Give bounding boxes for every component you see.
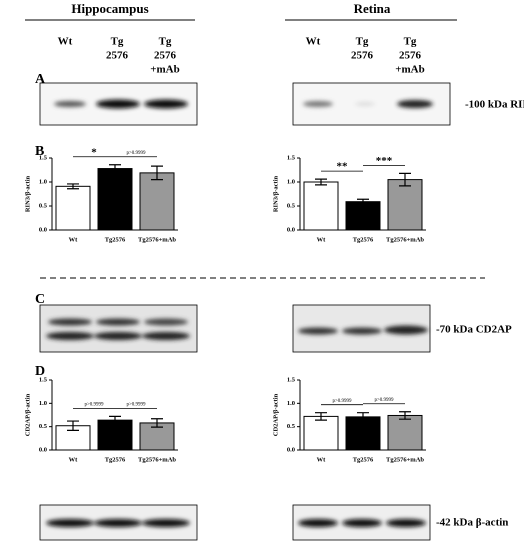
y-tick-label: 0.0 bbox=[39, 446, 47, 453]
lane-label: +mAb bbox=[395, 64, 425, 76]
lane-label: 2576 bbox=[154, 50, 177, 62]
bar bbox=[139, 172, 175, 231]
x-tick-label: Wt bbox=[69, 236, 79, 243]
blot bbox=[292, 304, 431, 353]
error-bar bbox=[67, 420, 79, 431]
lane-label: +mAb bbox=[150, 64, 180, 76]
x-tick-label: Tg2576+mAb bbox=[386, 236, 424, 243]
lane-label: 2576 bbox=[106, 50, 129, 62]
y-tick-label: 1.0 bbox=[287, 178, 295, 185]
bar bbox=[55, 185, 91, 231]
bar bbox=[303, 415, 339, 451]
x-tick-label: Tg2576+mAb bbox=[138, 236, 176, 243]
bar bbox=[97, 168, 133, 231]
blot-label: -100 kDa RIN3 bbox=[465, 99, 524, 111]
bar bbox=[345, 201, 381, 231]
significance-label: p>0.9999 bbox=[84, 403, 104, 408]
error-bar bbox=[399, 411, 411, 420]
x-tick-label: Tg2576 bbox=[353, 236, 374, 243]
lane-label: 2576 bbox=[351, 50, 374, 62]
y-tick-label: 0.5 bbox=[39, 202, 48, 209]
lane-label: Tg bbox=[356, 36, 369, 48]
bar bbox=[387, 179, 423, 231]
blot-label: -42 kDa β-actin bbox=[436, 517, 508, 529]
y-tick-label: 1.5 bbox=[287, 376, 296, 383]
y-tick-label: 0.5 bbox=[287, 202, 296, 209]
panel-label: B bbox=[35, 144, 44, 159]
x-tick-label: Tg2576 bbox=[105, 236, 126, 243]
y-tick-label: 1.0 bbox=[287, 400, 295, 407]
significance-label: p>0.9999 bbox=[126, 403, 146, 408]
y-tick-label: 1.5 bbox=[39, 376, 48, 383]
y-tick-label: 1.0 bbox=[39, 178, 47, 185]
x-tick-label: Tg2576 bbox=[353, 456, 374, 463]
error-bar bbox=[357, 412, 369, 422]
y-tick-label: 1.0 bbox=[39, 400, 47, 407]
panel-label: C bbox=[35, 292, 45, 307]
y-axis-label: CD2AP/β-actin bbox=[272, 393, 279, 436]
lane-label: Tg bbox=[111, 36, 124, 48]
significance-label: *** bbox=[376, 155, 393, 167]
lane-label: 2576 bbox=[399, 50, 422, 62]
y-tick-label: 1.5 bbox=[39, 154, 48, 161]
blot-label: -70 kDa CD2AP bbox=[436, 324, 512, 336]
x-tick-label: Tg2576 bbox=[105, 456, 126, 463]
header-left: Hippocampus bbox=[71, 1, 148, 16]
x-tick-label: Tg2576+mAb bbox=[138, 456, 176, 463]
y-tick-label: 0.0 bbox=[39, 226, 47, 233]
significance-label: p>0.9999 bbox=[374, 398, 394, 403]
significance-label: p>0.9999 bbox=[332, 399, 352, 404]
error-bar bbox=[151, 165, 163, 181]
bar bbox=[345, 416, 381, 451]
y-axis-label: RIN3/β-actin bbox=[272, 175, 279, 212]
error-bar bbox=[357, 198, 369, 205]
x-tick-label: Wt bbox=[69, 456, 79, 463]
y-tick-label: 0.5 bbox=[287, 423, 296, 430]
lane-label: Wt bbox=[306, 36, 321, 48]
bar bbox=[387, 414, 423, 451]
blot bbox=[292, 82, 451, 126]
y-axis-label: RIN3/β-actin bbox=[24, 175, 31, 212]
error-bar bbox=[109, 164, 121, 173]
bar bbox=[303, 181, 339, 231]
lane-label: Tg bbox=[404, 36, 417, 48]
error-bar bbox=[67, 183, 79, 190]
error-bar bbox=[399, 172, 411, 187]
lane-label: Tg bbox=[159, 36, 172, 48]
x-tick-label: Wt bbox=[317, 456, 327, 463]
y-tick-label: 0.0 bbox=[287, 446, 295, 453]
error-bar bbox=[151, 418, 163, 428]
y-axis-label: CD2AP/β-actin bbox=[24, 393, 31, 436]
x-tick-label: Wt bbox=[317, 236, 327, 243]
error-bar bbox=[109, 415, 121, 425]
error-bar bbox=[315, 412, 327, 421]
lane-labels: Wt Tg 2576 Tg 2576 +mAb Wt Tg 2576 Tg 2576 +mAb bbox=[58, 36, 425, 76]
y-tick-label: 0.5 bbox=[39, 423, 48, 430]
x-tick-label: Tg2576+mAb bbox=[386, 456, 424, 463]
blot bbox=[39, 304, 198, 353]
significance-label: p>0.9999 bbox=[126, 151, 146, 156]
y-tick-label: 1.5 bbox=[287, 154, 296, 161]
y-tick-label: 0.0 bbox=[287, 226, 295, 233]
panel-label: A bbox=[35, 72, 46, 87]
blot bbox=[292, 504, 431, 541]
panel-label: D bbox=[35, 364, 45, 379]
blot bbox=[39, 82, 198, 126]
significance-label: * bbox=[91, 146, 97, 158]
blot bbox=[39, 504, 198, 541]
lane-label: Wt bbox=[58, 36, 73, 48]
bar bbox=[97, 419, 133, 451]
header-right: Retina bbox=[354, 1, 391, 16]
error-bar bbox=[315, 178, 327, 186]
significance-label: ** bbox=[337, 161, 349, 173]
